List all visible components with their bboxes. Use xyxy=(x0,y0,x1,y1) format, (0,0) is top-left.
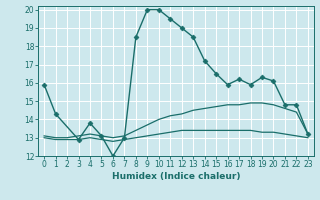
X-axis label: Humidex (Indice chaleur): Humidex (Indice chaleur) xyxy=(112,172,240,181)
